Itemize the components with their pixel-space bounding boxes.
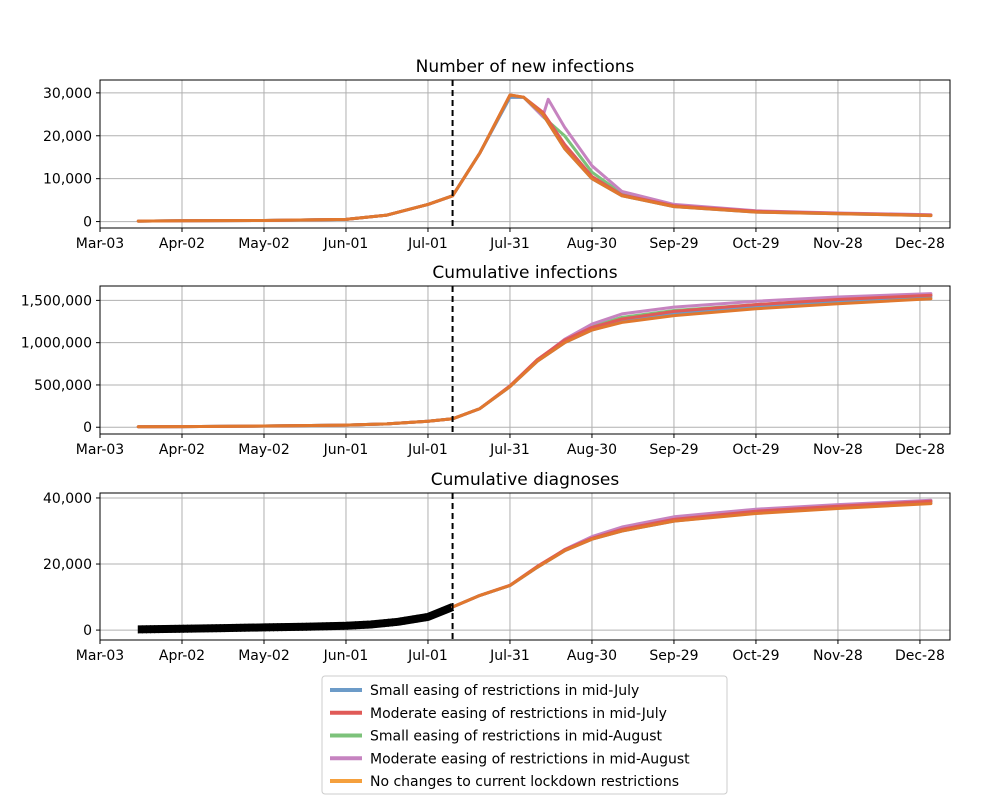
x-tick-label: Mar-03 bbox=[76, 648, 124, 664]
legend-label: Small easing of restrictions in mid-July bbox=[370, 683, 639, 699]
x-tick-label: Jul-01 bbox=[407, 442, 448, 458]
x-tick-label: Jun-01 bbox=[323, 442, 369, 458]
chart-title: Cumulative infections bbox=[432, 263, 617, 283]
plot-frame bbox=[99, 492, 951, 641]
x-tick-label: May-02 bbox=[238, 648, 290, 664]
x-tick-label: Sep-29 bbox=[649, 648, 698, 664]
x-tick-label: Apr-02 bbox=[159, 648, 205, 664]
x-tick-label: Jul-31 bbox=[489, 648, 530, 664]
x-tick-label: Oct-29 bbox=[732, 648, 779, 664]
y-tick-label: 0 bbox=[83, 215, 92, 231]
y-tick-label: 10,000 bbox=[43, 172, 92, 188]
x-tick-label: Jul-01 bbox=[407, 236, 448, 252]
x-tick-label: Oct-29 bbox=[732, 442, 779, 458]
series-line-5 bbox=[136, 93, 933, 223]
legend-label: No changes to current lockdown restricti… bbox=[370, 774, 679, 790]
series-line-5 bbox=[451, 502, 933, 609]
x-tick-label: Sep-29 bbox=[649, 236, 698, 252]
chart-panel-2: Mar-03 Apr-02 May-02 Jun-01 Jul-01 Jul-31 Aug-… bbox=[21, 263, 951, 458]
legend-label: Moderate easing of restrictions in mid-J… bbox=[370, 706, 667, 722]
series-line-2 bbox=[136, 293, 933, 429]
legend: Small easing of restrictions in mid-July… bbox=[321, 675, 728, 795]
x-tick-label: Nov-28 bbox=[813, 236, 863, 252]
x-tick-label: Jun-01 bbox=[323, 648, 369, 664]
x-tick-label: Mar-03 bbox=[76, 442, 124, 458]
y-tick-label: 30,000 bbox=[43, 86, 92, 102]
y-tick-label: 20,000 bbox=[43, 129, 92, 145]
x-tick-label: Jul-31 bbox=[489, 236, 530, 252]
x-tick-label: Nov-28 bbox=[813, 442, 863, 458]
x-tick-label: Apr-02 bbox=[159, 236, 205, 252]
plot-frame bbox=[99, 285, 951, 435]
series-line-4 bbox=[136, 95, 933, 223]
x-tick-label: Mar-03 bbox=[76, 236, 124, 252]
plot-frame bbox=[99, 79, 951, 229]
x-tick-label: Dec-28 bbox=[895, 236, 945, 252]
x-tick-label: Jul-01 bbox=[407, 648, 448, 664]
chart-panel-1: Mar-03 Apr-02 May-02 Jun-01 Jul-01 Jul-31 Aug-… bbox=[43, 57, 951, 252]
y-tick-label: 500,000 bbox=[34, 378, 92, 394]
y-tick-label: 20,000 bbox=[43, 557, 92, 573]
series-line-2 bbox=[451, 499, 933, 609]
y-tick-label: 1,500,000 bbox=[21, 293, 92, 309]
x-tick-label: May-02 bbox=[238, 442, 290, 458]
series-line-5 bbox=[136, 297, 933, 429]
y-tick-label: 0 bbox=[83, 623, 92, 639]
series-line-2 bbox=[136, 93, 933, 223]
legend-box bbox=[321, 675, 728, 795]
x-tick-label: Nov-28 bbox=[813, 648, 863, 664]
x-tick-label: Dec-28 bbox=[895, 442, 945, 458]
x-tick-label: Aug-30 bbox=[567, 236, 617, 252]
x-tick-label: Jul-31 bbox=[489, 442, 530, 458]
x-tick-label: Sep-29 bbox=[649, 442, 698, 458]
chart-title: Number of new infections bbox=[416, 57, 635, 77]
legend-label: Moderate easing of restrictions in mid-A… bbox=[370, 751, 690, 767]
chart-title: Cumulative diagnoses bbox=[431, 470, 620, 490]
x-tick-label: Jun-01 bbox=[323, 236, 369, 252]
y-tick-label: 0 bbox=[83, 420, 92, 436]
x-tick-label: May-02 bbox=[238, 236, 290, 252]
x-tick-label: Oct-29 bbox=[732, 236, 779, 252]
series-line-3 bbox=[136, 95, 933, 223]
chart-panel-3: Mar-03 Apr-02 May-02 Jun-01 Jul-01 Jul-31 Aug-… bbox=[43, 470, 951, 664]
series-line-1 bbox=[136, 95, 933, 223]
x-tick-label: Aug-30 bbox=[567, 648, 617, 664]
x-tick-label: Dec-28 bbox=[895, 648, 945, 664]
observed-data-line bbox=[138, 603, 455, 634]
y-tick-label: 1,000,000 bbox=[21, 336, 92, 352]
y-tick-label: 40,000 bbox=[43, 491, 92, 507]
x-tick-label: Aug-30 bbox=[567, 442, 617, 458]
x-tick-label: Apr-02 bbox=[159, 442, 205, 458]
legend-label: Small easing of restrictions in mid-Augu… bbox=[370, 729, 662, 745]
